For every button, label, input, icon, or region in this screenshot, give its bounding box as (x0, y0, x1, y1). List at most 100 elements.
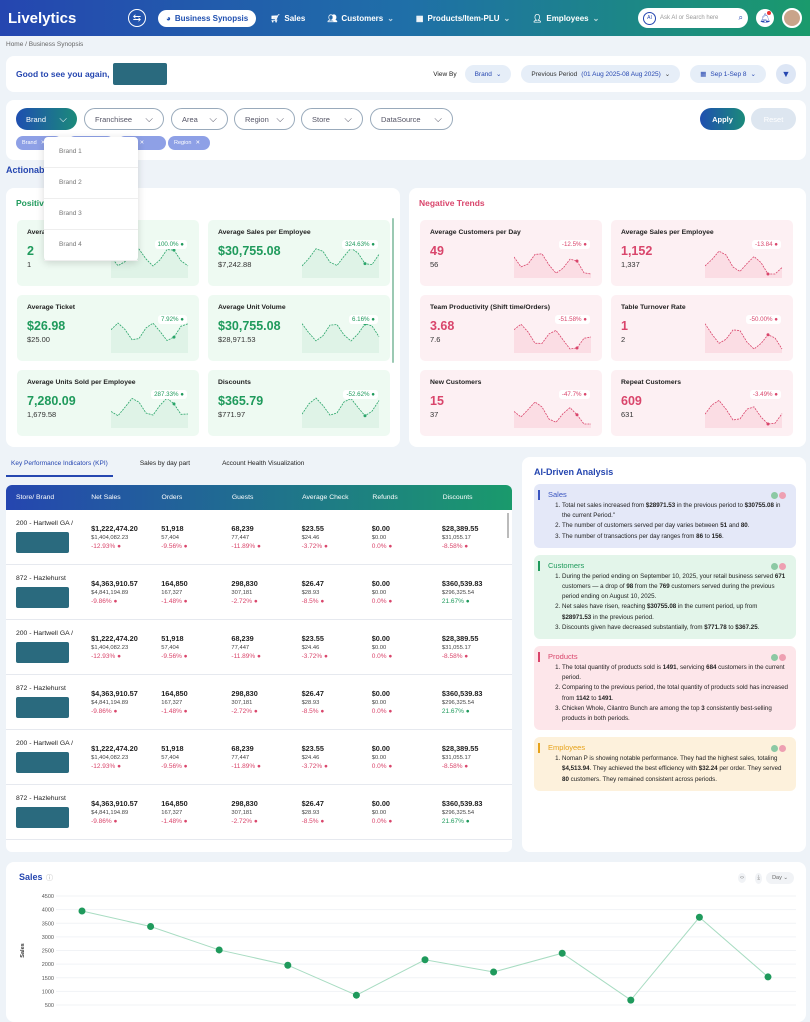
trend-card[interactable]: New Customers 15 37 -47.7% ● (420, 370, 602, 436)
info-icon[interactable]: ● (252, 818, 258, 825)
filter-datasource[interactable]: DataSource ⌵ (370, 108, 453, 130)
info-icon[interactable]: ● (111, 708, 118, 715)
data-point[interactable] (421, 956, 429, 964)
filter-area[interactable]: Area ⌵ (171, 108, 228, 130)
nav-sales[interactable]: 🛒︎ Sales (262, 10, 313, 27)
date-picker[interactable]: ▦ Sep 1-Sep 8 ⌄ (690, 65, 766, 83)
info-icon[interactable]: ● (581, 241, 587, 248)
info-icon[interactable]: ● (181, 763, 188, 770)
data-point[interactable] (627, 996, 635, 1004)
data-point[interactable] (695, 913, 703, 921)
info-icon[interactable]: ● (386, 543, 393, 550)
info-icon[interactable]: ● (386, 653, 393, 660)
table-row[interactable]: 200 - Hartwell GA / $1,222,474.20 $1,404,0… (6, 730, 512, 785)
search-icon[interactable]: ⌕ (738, 13, 743, 22)
info-icon[interactable]: ● (115, 543, 122, 550)
data-point[interactable] (558, 949, 566, 957)
info-icon[interactable]: ● (772, 241, 778, 248)
data-point[interactable] (147, 923, 155, 931)
apply-button[interactable]: Apply (700, 108, 745, 130)
info-icon[interactable]: ● (111, 818, 118, 825)
info-icon[interactable]: ● (386, 818, 393, 825)
info-icon[interactable]: ● (318, 818, 325, 825)
info-icon[interactable]: ● (111, 598, 118, 605)
column-header[interactable]: Average Check (302, 494, 349, 501)
view-by-select[interactable]: Brand ⌄ (464, 65, 512, 83)
table-row[interactable]: 872 - Hazlehurst $4,363,910.57 $4,841,194.… (6, 675, 512, 730)
trend-card[interactable]: Average Customers per Day 49 56 -12.5% ● (420, 220, 602, 286)
tab-kpi[interactable]: Key Performance Indicators (KPI) (6, 455, 113, 477)
thumbs-down-icon[interactable] (779, 492, 786, 499)
scrollbar[interactable] (507, 513, 509, 538)
info-icon[interactable]: ● (386, 598, 393, 605)
column-header[interactable]: Guests (231, 494, 254, 501)
info-icon[interactable]: ● (178, 316, 184, 323)
granularity-select[interactable]: Day ⌄ (766, 872, 794, 884)
info-icon[interactable]: ● (115, 653, 122, 660)
info-icon[interactable]: ● (318, 708, 325, 715)
data-point[interactable] (78, 907, 86, 915)
data-point[interactable] (352, 991, 360, 999)
data-point[interactable] (284, 961, 292, 969)
nav-products-item-plu[interactable]: ▦ Products/Item-PLU ⌄ (408, 10, 518, 27)
info-icon[interactable]: ● (255, 543, 261, 550)
info-icon[interactable]: ● (463, 708, 470, 715)
info-icon[interactable]: ● (252, 708, 258, 715)
data-point[interactable] (764, 973, 772, 981)
dropdown-option[interactable]: Brand 3 (44, 199, 138, 230)
info-icon[interactable]: ● (462, 763, 469, 770)
info-icon[interactable]: ⓘ (46, 875, 53, 882)
download-icon[interactable]: ⤓ (755, 873, 762, 884)
trend-card[interactable]: Average Unit Volume $30,755.08 $28,971.53 6… (208, 295, 390, 361)
thumbs-down-icon[interactable] (779, 654, 786, 662)
reset-button[interactable]: Reset (751, 108, 796, 130)
notification-bell-icon[interactable]: 🔔︎ (756, 9, 774, 27)
column-header[interactable]: Discounts (442, 494, 473, 501)
info-icon[interactable]: ● (178, 391, 184, 398)
filter-franchisee[interactable]: Franchisee ⌵ (84, 108, 164, 130)
thumbs-up-icon[interactable] (771, 654, 778, 662)
info-icon[interactable]: ● (462, 653, 469, 660)
info-icon[interactable]: ● (581, 391, 587, 398)
column-header[interactable]: Store/ Brand (16, 494, 55, 501)
info-icon[interactable]: ● (369, 316, 375, 323)
filter-chip[interactable]: Region ✕ (168, 136, 210, 150)
trend-card[interactable]: Table Turnover Rate 1 2 -50.00% ● (611, 295, 793, 361)
close-icon[interactable]: ✕ (139, 140, 145, 146)
switch-icon[interactable]: ⇆ (128, 9, 146, 27)
info-icon[interactable]: ● (318, 598, 325, 605)
filter-brand[interactable]: Brand ⌵ (16, 108, 77, 130)
info-icon[interactable]: ● (181, 653, 188, 660)
data-point[interactable] (215, 946, 223, 954)
info-icon[interactable]: ● (462, 543, 469, 550)
info-icon[interactable]: ● (322, 763, 328, 770)
trend-card[interactable]: Average Units Sold per Employee 7,280.09 1… (17, 370, 199, 436)
info-icon[interactable]: ● (181, 543, 188, 550)
dropdown-option[interactable]: Brand 1 (44, 137, 138, 168)
info-icon[interactable]: ● (386, 708, 393, 715)
column-header[interactable]: Refunds (372, 494, 398, 501)
code-icon[interactable]: ‹› (738, 873, 746, 883)
info-icon[interactable]: ● (463, 598, 470, 605)
info-icon[interactable]: ● (181, 818, 188, 825)
data-point[interactable] (490, 968, 498, 976)
info-icon[interactable]: ● (252, 598, 258, 605)
tab-sales-by-day-part[interactable]: Sales by day part (139, 460, 191, 467)
close-icon[interactable]: ✕ (40, 140, 46, 146)
info-icon[interactable]: ● (386, 763, 393, 770)
trend-card[interactable]: Average Sales per Employee $30,755.08 $7,2… (208, 220, 390, 286)
thumbs-up-icon[interactable] (771, 492, 778, 499)
filter-toggle-button[interactable]: ▼ (776, 64, 796, 84)
table-row[interactable]: 200 - Hartwell GA / $1,222,474.20 $1,404,0… (6, 510, 512, 565)
search-input[interactable]: AI Ask AI or Search here ⌕ (638, 8, 748, 28)
info-icon[interactable]: ● (463, 818, 470, 825)
column-header[interactable]: Net Sales (91, 494, 121, 501)
column-header[interactable]: Orders (161, 494, 183, 501)
scrollbar[interactable] (392, 218, 394, 363)
avatar[interactable] (782, 8, 802, 28)
info-icon[interactable]: ● (181, 708, 188, 715)
filter-region[interactable]: Region ⌵ (234, 108, 295, 130)
info-icon[interactable]: ● (772, 316, 778, 323)
filter-store[interactable]: Store ⌵ (301, 108, 363, 130)
thumbs-down-icon[interactable] (779, 562, 786, 570)
